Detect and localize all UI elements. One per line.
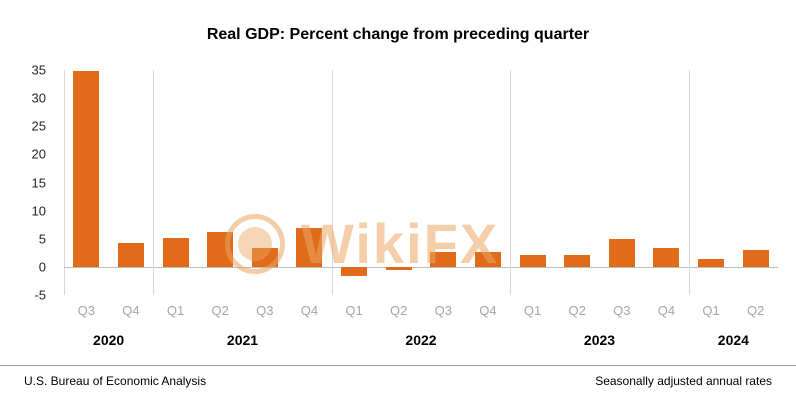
- year-separator-line: [153, 70, 155, 295]
- year-label: 2020: [93, 332, 125, 348]
- quarter-tick-label: Q4: [657, 303, 676, 318]
- quarter-tick-label: Q4: [300, 303, 319, 318]
- bar: [207, 232, 234, 267]
- y-axis-line: [64, 70, 65, 295]
- y-tick-label: 10: [31, 203, 46, 219]
- year-label: 2023: [583, 332, 616, 348]
- bar: [698, 259, 725, 267]
- chart-title: Real GDP: Percent change from preceding …: [206, 26, 590, 43]
- bar: [474, 252, 501, 267]
- zero-baseline: [64, 266, 778, 268]
- year-axis-labels: 2020 2021 2022 2023 2024: [64, 332, 778, 350]
- year-label: 2022: [405, 332, 437, 348]
- y-axis: 35 30 25 20 15 10 5 0 -5: [10, 63, 54, 303]
- quarter-tick-label: Q1: [523, 303, 542, 318]
- year-separator-line: [331, 70, 333, 295]
- y-tick-label: 15: [31, 175, 46, 190]
- bar: [608, 239, 635, 267]
- quarter-tick-label: Q4: [479, 303, 497, 318]
- y-tick-label: 25: [31, 118, 46, 134]
- y-tick-label: 30: [31, 90, 46, 106]
- bar: [117, 243, 144, 267]
- quarter-tick-label: Q3: [256, 303, 274, 318]
- bar: [162, 237, 189, 267]
- year-label: 2021: [226, 332, 259, 348]
- quarter-tick-label: Q1: [166, 303, 185, 318]
- y-tick-label: 5: [38, 231, 46, 247]
- y-tick-label: 35: [31, 62, 46, 78]
- y-tick-label: 0: [38, 259, 46, 275]
- quarter-tick-label: Q2: [747, 303, 765, 318]
- bar: [742, 250, 769, 267]
- rates-note: Seasonally adjusted annual rates: [595, 374, 772, 388]
- year-separator-line: [510, 70, 512, 295]
- y-tick-label: -5: [34, 287, 46, 303]
- source-note: U.S. Bureau of Economic Analysis: [24, 374, 207, 388]
- bar: [296, 227, 323, 267]
- year-separator-line: [688, 70, 690, 295]
- quarter-axis-labels: Q3 Q4 Q1 Q2 Q3 Q4 Q1 Q2 Q3 Q4 Q1 Q2 Q3 Q4 Q1 Q2: [64, 303, 778, 319]
- quarter-tick-label: Q4: [122, 303, 140, 318]
- year-label: 2024: [717, 332, 749, 348]
- quarter-tick-label: Q2: [568, 303, 586, 318]
- bar: [341, 266, 368, 276]
- bar: [564, 255, 591, 267]
- bar: [385, 266, 412, 271]
- bar: [653, 247, 680, 267]
- quarter-tick-label: Q1: [702, 303, 720, 318]
- quarter-tick-label: Q2: [390, 303, 408, 318]
- plot-area: [64, 70, 778, 295]
- bar: [251, 248, 278, 267]
- quarter-tick-label: Q3: [613, 303, 631, 318]
- bar: [430, 251, 457, 267]
- y-tick-label: 20: [31, 146, 46, 162]
- quarter-tick-label: Q2: [211, 303, 229, 318]
- bar: [73, 71, 100, 267]
- footer-divider: [0, 365, 796, 366]
- bar: [519, 254, 546, 267]
- quarter-tick-label: Q3: [434, 303, 452, 318]
- quarter-tick-label: Q3: [77, 303, 95, 318]
- quarter-tick-label: Q1: [345, 303, 363, 318]
